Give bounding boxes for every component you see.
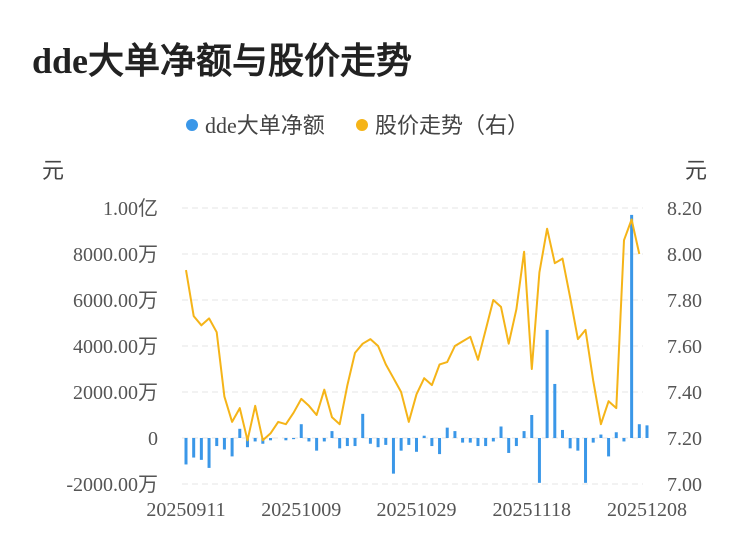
- bar: [222, 438, 226, 450]
- left-tick-label: 6000.00万: [73, 290, 158, 312]
- bar: [253, 438, 257, 442]
- grid: [182, 207, 643, 485]
- left-tick-label: 4000.00万: [73, 336, 158, 358]
- bar: [553, 383, 557, 438]
- bar: [184, 438, 188, 465]
- bar: [545, 329, 549, 438]
- right-tick-label: 7.60: [667, 336, 702, 358]
- bar: [376, 438, 380, 448]
- bar: [330, 431, 334, 438]
- bar: [230, 438, 234, 457]
- x-axis-ticks: 20250911 20251009 20251029 20251118 20251208: [146, 499, 687, 521]
- right-tick-label: 8.20: [667, 198, 702, 220]
- bar: [345, 438, 349, 447]
- bar: [484, 438, 488, 447]
- bar: [207, 438, 211, 468]
- bar: [299, 424, 303, 438]
- bar: [622, 438, 626, 442]
- bar: [199, 438, 203, 460]
- line-series: [185, 218, 641, 442]
- legend: dde大单净额 股价走势（右）: [186, 113, 529, 138]
- right-tick-label: 7.40: [667, 382, 702, 404]
- chart-title: dde大单净额与股价走势: [32, 41, 413, 81]
- bar: [322, 438, 326, 442]
- right-tick-label: 7.20: [667, 428, 702, 450]
- bar: [476, 438, 480, 447]
- bar: [607, 438, 611, 457]
- bar-series: [184, 214, 649, 483]
- bar: [391, 438, 395, 474]
- x-tick-label: 20250911: [146, 499, 225, 521]
- bar: [645, 425, 649, 438]
- bar: [461, 438, 465, 443]
- bar: [522, 431, 526, 438]
- bar: [384, 438, 388, 445]
- bar: [537, 438, 541, 483]
- bar: [507, 438, 511, 453]
- bar: [468, 438, 472, 443]
- bar: [637, 424, 641, 438]
- bar: [215, 438, 219, 447]
- left-tick-label: 2000.00万: [73, 382, 158, 404]
- bar: [192, 438, 196, 458]
- x-tick-label: 20251009: [261, 499, 341, 521]
- bar: [368, 438, 372, 444]
- right-tick-label: 7.00: [667, 474, 702, 496]
- bar: [407, 438, 411, 445]
- bar: [415, 438, 418, 452]
- bar: [614, 432, 618, 438]
- bar: [338, 438, 342, 449]
- left-tick-label: 0: [148, 428, 158, 450]
- bar: [584, 438, 588, 483]
- x-tick-label: 20251208: [607, 499, 687, 521]
- bar: [630, 214, 634, 438]
- bar: [361, 413, 365, 438]
- right-tick-label: 7.80: [667, 290, 702, 312]
- bar: [491, 438, 495, 442]
- left-tick-label: 1.00亿: [103, 197, 158, 220]
- right-tick-label: 8.00: [667, 244, 702, 266]
- bar: [307, 438, 311, 442]
- left-tick-label: 8000.00万: [73, 244, 158, 266]
- x-tick-label: 20251029: [377, 499, 457, 521]
- bar: [284, 438, 288, 441]
- x-tick-label: 20251118: [492, 499, 571, 521]
- bar: [315, 438, 319, 451]
- left-axis-unit: 元: [42, 158, 64, 183]
- bar: [422, 435, 426, 438]
- bar: [568, 438, 572, 449]
- right-axis-ticks: 8.20 8.00 7.80 7.60 7.40 7.20 7.00: [667, 198, 702, 496]
- bar: [269, 438, 273, 441]
- bar: [453, 431, 457, 438]
- left-axis-ticks: 1.00亿 8000.00万 6000.00万 4000.00万 2000.00万 0 -2…: [66, 197, 158, 496]
- bar: [499, 426, 503, 438]
- bar: [430, 438, 434, 447]
- bar: [438, 438, 442, 455]
- bar: [591, 438, 595, 443]
- legend-label-dde: dde大单净额: [205, 113, 325, 138]
- left-tick-label: -2000.00万: [66, 474, 158, 496]
- legend-dot-dde: [186, 119, 198, 131]
- legend-dot-price: [356, 119, 368, 131]
- bar: [445, 427, 449, 438]
- bar: [399, 438, 403, 451]
- bar: [238, 428, 242, 438]
- bar: [560, 429, 564, 438]
- bar: [353, 438, 357, 447]
- price-line: [185, 218, 641, 442]
- bar: [599, 434, 603, 438]
- right-axis-unit: 元: [685, 158, 707, 183]
- bar: [514, 438, 518, 447]
- bar: [292, 438, 296, 440]
- bar: [245, 438, 249, 448]
- legend-label-price: 股价走势（右）: [375, 113, 529, 138]
- bar: [576, 438, 580, 451]
- bar: [530, 415, 534, 438]
